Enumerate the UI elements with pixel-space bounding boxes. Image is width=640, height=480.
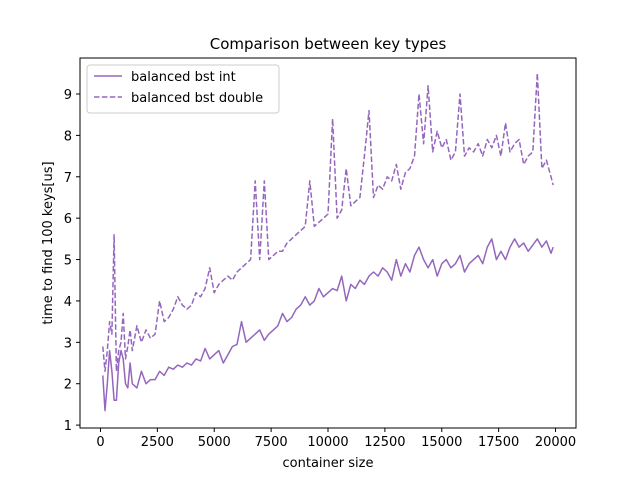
y-tick-label: 3 <box>64 336 72 351</box>
plot-series <box>102 72 554 412</box>
y-tick-label: 6 <box>64 212 72 227</box>
legend-label-int: balanced bst int <box>131 70 236 85</box>
legend-label-double: balanced bst double <box>131 91 263 106</box>
y-axis-label: time to find 100 keys[us] <box>41 161 56 324</box>
x-tick-label: 2500 <box>141 435 174 450</box>
x-axis-ticks: 0 2500 5000 7500 10000 12500 15000 17500 20000 <box>96 428 576 450</box>
x-tick-label: 5000 <box>198 435 231 450</box>
x-tick-label: 12500 <box>364 435 405 450</box>
legend-box <box>86 64 280 114</box>
x-axis-label: container size <box>283 456 374 471</box>
y-tick-label: 7 <box>64 171 72 186</box>
x-tick-label: 20000 <box>535 435 576 450</box>
y-tick-label: 8 <box>64 129 72 144</box>
series-line-int <box>102 238 554 412</box>
x-tick-label: 0 <box>96 435 104 450</box>
legend: balanced bst int balanced bst double <box>86 64 280 114</box>
chart-title: Comparison between key types <box>210 35 447 53</box>
y-axis-ticks: 1 2 3 4 5 6 7 8 9 <box>64 88 80 434</box>
y-tick-label: 2 <box>64 378 72 393</box>
series-line-double <box>102 72 554 373</box>
x-tick-label: 15000 <box>421 435 462 450</box>
x-tick-label: 17500 <box>478 435 519 450</box>
x-tick-label: 10000 <box>307 435 348 450</box>
x-tick-label: 7500 <box>255 435 288 450</box>
y-tick-label: 1 <box>64 419 72 434</box>
y-tick-label: 4 <box>64 295 72 310</box>
y-tick-label: 5 <box>64 254 72 269</box>
y-tick-label: 9 <box>64 88 72 103</box>
